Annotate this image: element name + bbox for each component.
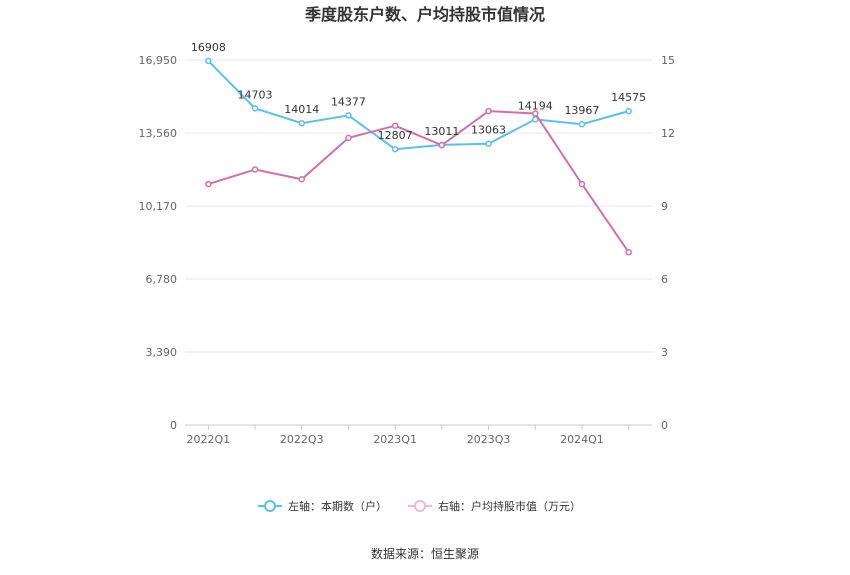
series-2-point[interactable]	[391, 122, 399, 129]
left-tick-label: 3,390	[146, 346, 178, 359]
left-tick-label: 0	[170, 419, 177, 432]
series-layer	[205, 57, 632, 256]
legend-item-series-1[interactable]: 左轴：本期数（户）	[258, 499, 387, 513]
left-tick-label: 13,560	[139, 127, 178, 140]
data-label: 13967	[564, 104, 599, 117]
left-tick-label: 10,170	[139, 200, 178, 213]
series-line-1	[207, 60, 629, 151]
x-tick-label: 2022Q3	[280, 433, 324, 446]
series-1-point[interactable]	[391, 145, 399, 153]
data-labels: 16908 14703 14014 14377 12807 13011 13063 14194…	[191, 41, 646, 142]
series-1-point[interactable]	[578, 120, 586, 128]
x-axis: 2022Q1 2022Q3 2023Q1 2023Q3 2024Q1	[185, 424, 652, 446]
right-tick-label: 6	[661, 273, 668, 286]
data-label: 12807	[378, 129, 413, 142]
grid	[185, 59, 652, 353]
data-label: 16908	[191, 41, 226, 54]
series-line-2	[208, 110, 630, 253]
legend-item-series-2[interactable]: 右轴：户均持股市值（万元）	[408, 499, 581, 513]
data-label: 14194	[518, 99, 553, 112]
series-1-point[interactable]	[625, 107, 632, 115]
series-2-point[interactable]	[345, 134, 352, 142]
legend-marker-icon	[264, 500, 276, 512]
series-2-point[interactable]	[251, 166, 259, 173]
data-label: 13063	[471, 124, 506, 137]
series-1-point[interactable]	[485, 140, 492, 147]
chart-title: 季度股东户数、户均持股市值情况	[304, 5, 545, 24]
series-1-point[interactable]	[205, 57, 212, 65]
right-tick-label: 12	[661, 127, 675, 140]
legend-label-series-1: 左轴：本期数（户）	[288, 499, 387, 513]
legend-label-series-2: 右轴：户均持股市值（万元）	[438, 499, 581, 513]
left-tick-label: 6,780	[146, 273, 178, 286]
data-label: 13011	[424, 125, 459, 138]
series-2-point[interactable]	[205, 180, 212, 188]
right-tick-label: 0	[661, 419, 668, 432]
series-2-point[interactable]	[438, 141, 446, 149]
series-1-point[interactable]	[251, 105, 259, 112]
x-tick-label: 2022Q1	[187, 433, 231, 446]
series-2-point[interactable]	[532, 110, 539, 117]
right-tick-label: 3	[661, 346, 668, 359]
legend: 左轴：本期数（户） 右轴：户均持股市值（万元）	[258, 499, 581, 513]
right-axis: 0 3 6 9 12 15	[661, 54, 675, 432]
series-2-point[interactable]	[625, 248, 632, 256]
legend-marker-icon	[414, 500, 426, 512]
data-label: 14377	[331, 95, 366, 108]
series-1-point[interactable]	[532, 116, 539, 123]
x-tick-label: 2023Q3	[467, 433, 511, 446]
series-1-point[interactable]	[345, 112, 352, 119]
source-text: 数据来源：恒生聚源	[371, 546, 479, 561]
series-1-point[interactable]	[298, 119, 305, 127]
series-2-point[interactable]	[578, 180, 586, 188]
x-tick-label: 2023Q1	[373, 433, 417, 446]
series-2-point[interactable]	[298, 175, 305, 183]
right-tick-label: 9	[661, 200, 668, 213]
left-axis: 0 3,390 6,780 10,170 13,560 16,950	[139, 54, 178, 432]
left-tick-label: 16,950	[139, 54, 178, 67]
series-2-point[interactable]	[485, 107, 492, 115]
data-label: 14575	[611, 91, 646, 104]
right-tick-label: 15	[661, 54, 675, 67]
data-label: 14014	[284, 103, 319, 116]
x-tick-label: 2024Q1	[560, 433, 604, 446]
data-label: 14703	[238, 88, 273, 101]
